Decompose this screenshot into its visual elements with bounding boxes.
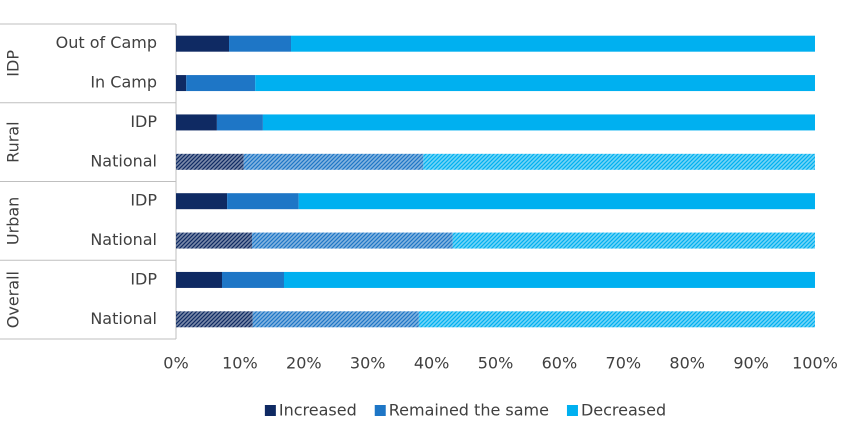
bar-segment bbox=[222, 271, 284, 288]
bar-segment bbox=[243, 153, 424, 170]
category-label: IDP bbox=[130, 269, 157, 288]
category-label: IDP bbox=[130, 112, 157, 131]
category-label: National bbox=[90, 230, 157, 249]
bar-segment bbox=[176, 114, 217, 131]
bar-segment bbox=[227, 193, 299, 210]
bar-segment bbox=[176, 232, 253, 249]
legend-swatch bbox=[566, 405, 578, 416]
bar-segment bbox=[229, 35, 292, 52]
legend-swatch bbox=[374, 405, 386, 416]
category-label: IDP bbox=[130, 191, 157, 210]
x-tick-label: 90% bbox=[733, 354, 769, 373]
bar-segment bbox=[252, 311, 419, 328]
legend-label: Increased bbox=[279, 401, 357, 420]
bar-segment bbox=[216, 114, 263, 131]
category-label: National bbox=[90, 309, 157, 328]
x-tick-label: 50% bbox=[478, 354, 514, 373]
x-tick-label: 70% bbox=[606, 354, 642, 373]
bar-segment bbox=[176, 193, 228, 210]
x-tick-label: 10% bbox=[222, 354, 258, 373]
category-label: In Camp bbox=[90, 73, 157, 92]
bar-segment bbox=[176, 35, 230, 52]
x-tick-label: 100% bbox=[792, 354, 838, 373]
x-tick-label: 80% bbox=[669, 354, 705, 373]
bar-segment bbox=[252, 232, 453, 249]
category-label: National bbox=[90, 151, 157, 170]
x-tick-label: 60% bbox=[542, 354, 578, 373]
bar-segment bbox=[283, 271, 816, 288]
group-label: Overall bbox=[4, 271, 23, 328]
category-label: Out of Camp bbox=[56, 33, 157, 52]
group-label: IDP bbox=[4, 50, 23, 77]
x-tick-label: 0% bbox=[163, 354, 188, 373]
bar-segment bbox=[176, 153, 244, 170]
group-label: Urban bbox=[4, 197, 23, 245]
bar-segment bbox=[186, 75, 256, 92]
bar-segment bbox=[291, 35, 815, 52]
bar-segment bbox=[176, 271, 223, 288]
bar-segment bbox=[418, 311, 815, 328]
legend-label: Remained the same bbox=[389, 401, 549, 420]
bar-segment bbox=[176, 75, 187, 92]
bar-segment bbox=[176, 311, 253, 328]
bar-segment bbox=[255, 75, 816, 92]
x-tick-label: 20% bbox=[286, 354, 322, 373]
legend-swatch bbox=[264, 405, 276, 416]
legend: Increased Remained the same Decreased bbox=[264, 401, 666, 420]
x-tick-label: 40% bbox=[414, 354, 450, 373]
bar-segment bbox=[423, 153, 815, 170]
bar-segment bbox=[298, 193, 815, 210]
group-label: Rural bbox=[4, 121, 23, 162]
legend-label: Decreased bbox=[581, 401, 666, 420]
bar-segment bbox=[262, 114, 815, 131]
x-tick-label: 30% bbox=[350, 354, 386, 373]
bar-segment bbox=[452, 232, 815, 249]
